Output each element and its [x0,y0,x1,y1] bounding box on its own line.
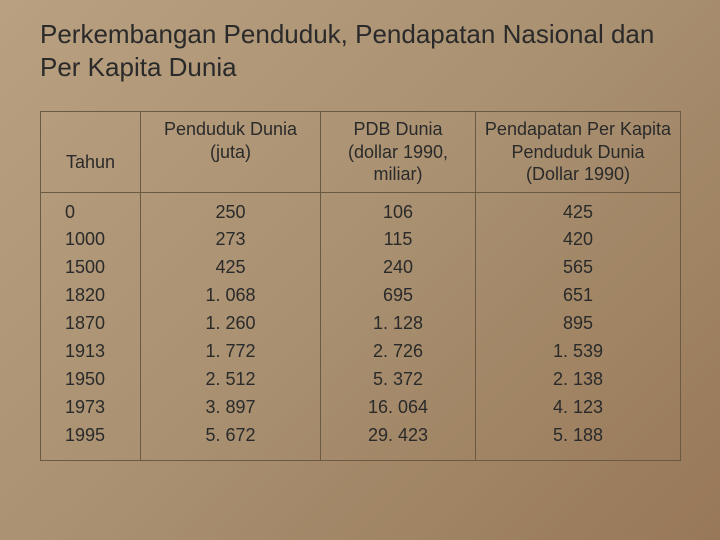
value-line: 695 [329,282,467,310]
col-header-tahun: Tahun [41,112,141,193]
value-line: 565 [484,254,672,282]
value-line: 1000 [65,226,132,254]
cell-penduduk: 2502734251. 0681. 2601. 7722. 5123. 8975… [141,192,321,460]
value-line: 1870 [65,310,132,338]
value-line: 5. 188 [484,422,672,450]
cell-pdb: 1061152406951. 1282. 7265. 37216. 06429.… [321,192,476,460]
value-line: 1. 068 [149,282,312,310]
value-line: 5. 372 [329,366,467,394]
value-line: 1. 260 [149,310,312,338]
value-line: 425 [149,254,312,282]
cell-years: 010001500182018701913195019731995 [41,192,141,460]
value-line: 273 [149,226,312,254]
value-line: 0 [65,199,132,227]
value-line: 1950 [65,366,132,394]
value-line: 2. 726 [329,338,467,366]
value-line: 1973 [65,394,132,422]
value-line: 895 [484,310,672,338]
col-header-penduduk: Penduduk Dunia (juta) [141,112,321,193]
value-line: 1995 [65,422,132,450]
data-table: Tahun Penduduk Dunia (juta) PDB Dunia (d… [40,111,681,461]
col-header-pendapatan: Pendapatan Per Kapita Penduduk Dunia (Do… [476,112,681,193]
value-line: 1. 128 [329,310,467,338]
value-line: 1. 539 [484,338,672,366]
slide-title: Perkembangan Penduduk, Pendapatan Nasion… [40,18,680,83]
value-line: 29. 423 [329,422,467,450]
table-header-row: Tahun Penduduk Dunia (juta) PDB Dunia (d… [41,112,681,193]
table-row: 010001500182018701913195019731995 250273… [41,192,681,460]
value-line: 2. 138 [484,366,672,394]
col-header-pdb: PDB Dunia (dollar 1990, miliar) [321,112,476,193]
value-line: 115 [329,226,467,254]
slide-content: Perkembangan Penduduk, Pendapatan Nasion… [0,0,720,481]
value-line: 2. 512 [149,366,312,394]
value-line: 1820 [65,282,132,310]
value-line: 420 [484,226,672,254]
value-line: 240 [329,254,467,282]
value-line: 106 [329,199,467,227]
value-line: 1500 [65,254,132,282]
value-line: 3. 897 [149,394,312,422]
value-line: 4. 123 [484,394,672,422]
table-header: Tahun Penduduk Dunia (juta) PDB Dunia (d… [41,112,681,193]
table-body: 010001500182018701913195019731995 250273… [41,192,681,460]
value-line: 651 [484,282,672,310]
cell-pendapatan: 4254205656518951. 5392. 1384. 1235. 188 [476,192,681,460]
value-line: 16. 064 [329,394,467,422]
value-line: 425 [484,199,672,227]
value-line: 5. 672 [149,422,312,450]
value-line: 1. 772 [149,338,312,366]
value-line: 1913 [65,338,132,366]
value-line: 250 [149,199,312,227]
